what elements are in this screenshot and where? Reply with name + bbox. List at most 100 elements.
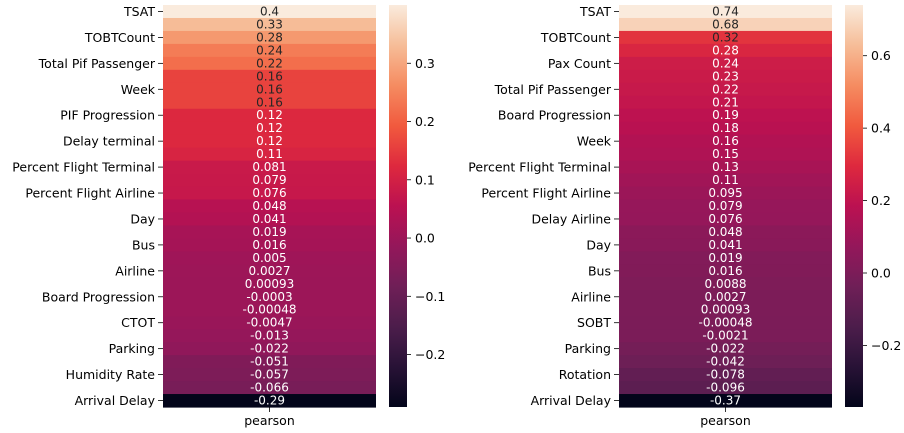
heatmap-cell — [163, 134, 376, 149]
row-label: Percent Flight Terminal — [468, 160, 611, 175]
heatmap-cell — [163, 95, 376, 110]
cell-value-label: -0.057 — [250, 368, 289, 382]
heatmap-cell — [619, 108, 832, 123]
row-label: TOBTCount — [84, 30, 155, 45]
heatmap-cell — [619, 394, 832, 408]
x-tick-label: pearson — [700, 413, 751, 428]
row-label: Delay Airline — [531, 211, 611, 226]
heatmap-cell — [163, 316, 376, 330]
heatmap-cell — [163, 394, 376, 408]
heatmap-cell — [163, 290, 376, 304]
cell-value-label: -0.00048 — [699, 316, 753, 330]
cell-value-label: 0.076 — [252, 186, 286, 200]
heatmap-cell — [163, 43, 376, 58]
row-label: TOBTCount — [540, 30, 611, 45]
cell-value-label: 0.048 — [252, 199, 286, 213]
row-label: Bus — [588, 263, 611, 278]
cell-value-label: 0.21 — [712, 95, 739, 109]
cell-value-label: 0.32 — [712, 30, 739, 44]
heatmap-cell — [163, 199, 376, 214]
heatmap-cell — [619, 251, 832, 265]
heatmap-cell — [619, 43, 832, 58]
cell-value-label: -0.051 — [250, 355, 289, 369]
heatmap-cell — [163, 30, 376, 45]
heatmap-cell — [619, 238, 832, 252]
cell-value-label: 0.18 — [712, 121, 739, 135]
cell-value-label: 0.22 — [712, 82, 739, 96]
cell-value-label: 0.33 — [256, 17, 283, 31]
cell-value-label: 0.16 — [256, 95, 283, 109]
heatmap-cell — [619, 303, 832, 317]
cell-value-label: 0.048 — [708, 225, 742, 239]
heatmap-cell — [163, 160, 376, 175]
heatmap-cell — [619, 186, 832, 201]
colorbar-tick-label: 0.0 — [871, 266, 891, 281]
heatmap-cell — [163, 5, 376, 19]
cell-value-label: -0.0047 — [246, 316, 292, 330]
heatmap-cell — [619, 95, 832, 110]
row-label: TSAT — [579, 4, 611, 19]
cell-value-label: 0.076 — [708, 212, 742, 226]
heatmap-cell — [619, 69, 832, 84]
cell-value-label: 0.079 — [252, 173, 286, 187]
row-label: Parking — [109, 341, 155, 356]
row-label: Pax Count — [548, 56, 611, 71]
cell-value-label: 0.0027 — [249, 264, 291, 278]
cell-value-label: 0.11 — [712, 173, 739, 187]
heatmap-cell — [619, 290, 832, 304]
heatmap-cell — [619, 368, 832, 382]
heatmap-cell — [163, 108, 376, 123]
cell-value-label: 0.16 — [256, 82, 283, 96]
row-label: Percent Flight Airline — [481, 186, 611, 201]
heatmap-cell — [163, 69, 376, 84]
heatmap-cell — [619, 30, 832, 45]
heatmap-cell — [619, 329, 832, 343]
cell-value-label: 0.11 — [256, 147, 283, 161]
row-label: Arrival Delay — [75, 393, 156, 408]
cell-value-label: 0.005 — [252, 251, 286, 265]
colorbar-tick-label: 0.2 — [415, 114, 435, 129]
heatmap-cell — [163, 303, 376, 317]
cell-value-label: -0.022 — [250, 342, 289, 356]
heatmap-cell — [619, 199, 832, 214]
cell-value-label: 0.19 — [712, 108, 739, 122]
heatmap-cell — [619, 147, 832, 162]
cell-value-label: 0.4 — [260, 4, 279, 18]
cell-value-label: 0.00093 — [245, 277, 295, 291]
heatmap-cell — [619, 173, 832, 188]
colorbar-tick-label: 0.3 — [415, 56, 435, 71]
row-label: Delay terminal — [63, 134, 155, 149]
heatmap-cell — [619, 264, 832, 278]
row-label: Arrival Delay — [531, 393, 612, 408]
heatmap-cell — [619, 381, 832, 395]
heatmap-cell — [619, 160, 832, 175]
row-label: Week — [121, 82, 156, 97]
cell-value-label: 0.081 — [252, 160, 286, 174]
heatmap-cell — [163, 355, 376, 369]
cell-value-label: 0.016 — [708, 264, 742, 278]
row-label: Airline — [571, 289, 611, 304]
cell-value-label: 0.28 — [712, 43, 739, 57]
cell-value-label: 0.15 — [712, 147, 739, 161]
heatmap-cell — [619, 316, 832, 330]
row-label: Percent Flight Terminal — [12, 160, 155, 175]
cell-value-label: 0.0088 — [705, 277, 747, 291]
cell-value-label: -0.013 — [250, 329, 289, 343]
heatmap-cell — [163, 264, 376, 278]
row-label: Airline — [115, 263, 155, 278]
heatmap-cell — [619, 121, 832, 136]
heatmap-cell — [163, 329, 376, 343]
cell-value-label: 0.041 — [708, 238, 742, 252]
row-label: Day — [586, 237, 611, 252]
heatmap-cell — [619, 277, 832, 291]
heatmap-panel-right: 0.740.680.320.280.240.230.220.210.190.18… — [468, 4, 901, 428]
row-label: Week — [577, 134, 612, 149]
heatmap-cell — [163, 277, 376, 291]
heatmap-cell — [163, 186, 376, 201]
cell-value-label: 0.28 — [256, 30, 283, 44]
cell-value-label: 0.019 — [708, 251, 742, 265]
heatmap-cell — [619, 5, 832, 19]
heatmap-cell — [619, 212, 832, 227]
cell-value-label: 0.0027 — [705, 290, 747, 304]
colorbar — [389, 5, 407, 407]
